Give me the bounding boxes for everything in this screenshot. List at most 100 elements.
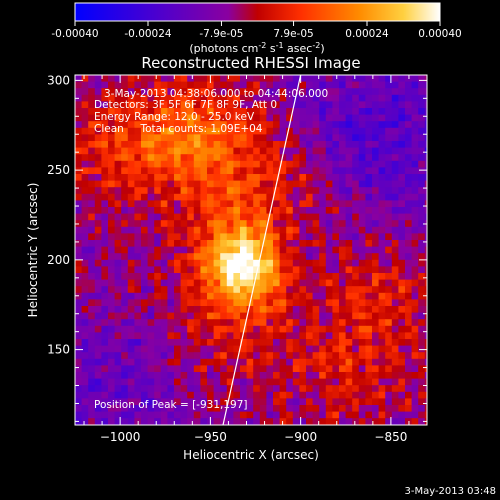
heatmap-cell bbox=[424, 200, 427, 208]
heatmap-cell bbox=[253, 147, 261, 155]
heatmap-cell bbox=[405, 81, 412, 89]
heatmap-cell bbox=[187, 240, 195, 247]
heatmap-cell bbox=[378, 418, 386, 425]
heatmap-cell bbox=[411, 94, 419, 102]
heatmap-cell bbox=[233, 292, 241, 300]
heatmap-cell bbox=[147, 266, 155, 274]
heatmap-cell bbox=[220, 147, 228, 155]
heatmap-cell bbox=[233, 352, 241, 360]
heatmap-cell bbox=[174, 134, 181, 142]
heatmap-cell bbox=[233, 134, 241, 142]
heatmap-cell bbox=[391, 167, 399, 175]
heatmap-cell bbox=[94, 200, 102, 208]
heatmap-cell bbox=[325, 200, 333, 208]
heatmap-cell bbox=[94, 121, 102, 129]
heatmap-cell bbox=[325, 352, 333, 360]
heatmap-cell bbox=[358, 325, 366, 333]
heatmap-cell bbox=[312, 332, 320, 340]
heatmap-cell bbox=[147, 233, 155, 241]
heatmap-cell bbox=[101, 306, 109, 313]
heatmap-cell bbox=[121, 81, 129, 89]
heatmap-cell bbox=[266, 385, 274, 393]
heatmap-cell bbox=[94, 94, 102, 102]
heatmap-cell bbox=[358, 345, 366, 353]
heatmap-cell bbox=[325, 378, 333, 386]
heatmap-cell bbox=[154, 339, 162, 346]
heatmap-cell bbox=[187, 213, 195, 221]
heatmap-cell bbox=[385, 187, 393, 195]
heatmap-cell bbox=[134, 240, 142, 247]
heatmap-cell bbox=[127, 299, 135, 307]
heatmap-cell bbox=[141, 292, 148, 300]
heatmap-cell bbox=[306, 273, 313, 280]
heatmap-cell bbox=[312, 273, 320, 280]
heatmap-cell bbox=[286, 114, 294, 122]
heatmap-cell bbox=[174, 127, 181, 135]
heatmap-cell bbox=[88, 358, 96, 366]
heatmap-cell bbox=[266, 391, 274, 399]
heatmap-cell bbox=[339, 134, 346, 142]
heatmap-cell bbox=[391, 240, 399, 247]
heatmap-cell bbox=[266, 299, 274, 307]
heatmap-cell bbox=[88, 325, 96, 333]
heatmap-cell bbox=[319, 352, 327, 360]
heatmap-cell bbox=[246, 233, 254, 241]
heatmap-cell bbox=[286, 253, 294, 261]
heatmap-cell bbox=[339, 101, 346, 109]
heatmap-cell bbox=[279, 391, 287, 399]
heatmap-cell bbox=[81, 418, 89, 425]
heatmap-cell bbox=[319, 160, 327, 168]
heatmap-cell bbox=[339, 279, 346, 287]
heatmap-cell bbox=[398, 385, 406, 393]
heatmap-cell bbox=[411, 226, 419, 234]
heatmap-cell bbox=[246, 411, 254, 419]
heatmap-cell bbox=[134, 193, 142, 201]
heatmap-cell bbox=[127, 121, 135, 129]
heatmap-cell bbox=[398, 127, 406, 135]
heatmap-cell bbox=[345, 391, 353, 399]
heatmap-cell bbox=[398, 266, 406, 274]
heatmap-cell bbox=[207, 180, 214, 188]
heatmap-cell bbox=[418, 332, 426, 340]
heatmap-cell bbox=[108, 259, 115, 267]
heatmap-cell bbox=[154, 101, 162, 109]
heatmap-cell bbox=[279, 108, 287, 115]
heatmap-cell bbox=[339, 385, 346, 393]
heatmap-cell bbox=[418, 187, 426, 195]
heatmap-cell bbox=[160, 365, 168, 373]
heatmap-cell bbox=[378, 193, 386, 201]
heatmap-cell bbox=[213, 418, 221, 425]
heatmap-cell bbox=[200, 345, 208, 353]
heatmap-cell bbox=[259, 114, 267, 122]
heatmap-cell bbox=[94, 286, 102, 294]
heatmap-cell bbox=[306, 391, 313, 399]
heatmap-cell bbox=[378, 121, 386, 129]
heatmap-cell bbox=[154, 358, 162, 366]
heatmap-cell bbox=[94, 259, 102, 267]
heatmap-cell bbox=[101, 220, 109, 228]
heatmap-cell bbox=[292, 306, 300, 313]
heatmap-cell bbox=[365, 391, 373, 399]
heatmap-cell bbox=[88, 418, 96, 425]
heatmap-cell bbox=[325, 358, 333, 366]
heatmap-cell bbox=[306, 167, 313, 175]
heatmap-cell bbox=[339, 167, 346, 175]
heatmap-cell bbox=[259, 358, 267, 366]
heatmap-cell bbox=[160, 207, 168, 214]
heatmap-cell bbox=[160, 345, 168, 353]
heatmap-cell bbox=[233, 127, 241, 135]
heatmap-cell bbox=[134, 167, 142, 175]
heatmap-cell bbox=[332, 108, 340, 115]
heatmap-cell bbox=[319, 94, 327, 102]
heatmap-cell bbox=[121, 141, 129, 148]
heatmap-cell bbox=[220, 174, 228, 181]
heatmap-cell bbox=[220, 240, 228, 247]
heatmap-cell bbox=[174, 259, 181, 267]
heatmap-cell bbox=[259, 121, 267, 129]
heatmap-cell bbox=[312, 160, 320, 168]
heatmap-cell bbox=[108, 220, 115, 228]
heatmap-cell bbox=[339, 286, 346, 294]
heatmap-cell bbox=[193, 352, 201, 360]
heatmap-cell bbox=[372, 253, 379, 261]
heatmap-cell bbox=[147, 372, 155, 379]
